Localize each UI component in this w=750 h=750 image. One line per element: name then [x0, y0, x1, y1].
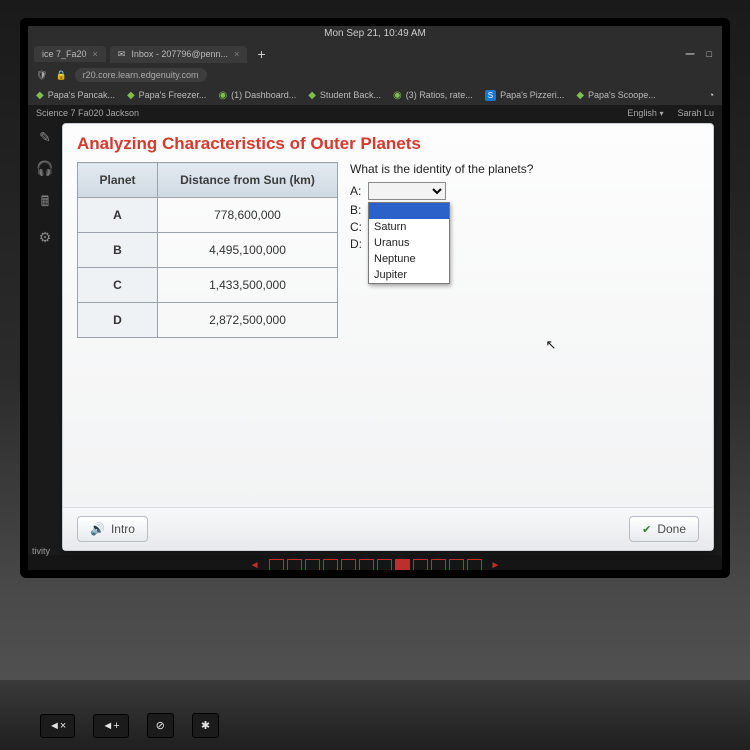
progress-box[interactable]	[323, 559, 338, 570]
game-icon: ◉	[218, 90, 227, 101]
key: ◄×	[40, 714, 75, 738]
calculator-icon[interactable]: 🖩	[41, 191, 49, 215]
column-header: Planet	[78, 163, 158, 198]
progress-box[interactable]	[287, 559, 302, 570]
table-row: C 1,433,500,000	[78, 268, 338, 303]
key: ⊘	[147, 713, 174, 738]
column-header: Distance from Sun (km)	[158, 163, 338, 198]
planet-table: Planet Distance from Sun (km) A 778,600,…	[77, 162, 338, 499]
course-name: Science 7 Fa020 Jackson	[36, 108, 139, 118]
keyboard-strip: ◄× ◄+ ⊘ ✱	[0, 680, 750, 750]
dropdown-option[interactable]	[369, 203, 449, 219]
settings-icon[interactable]: ⚙	[39, 229, 52, 246]
progress-box[interactable]	[395, 559, 410, 570]
tab-label: Inbox - 207796@penn...	[131, 49, 228, 59]
address-bar: 🛡 🔒 r20.core.learn.edgenuity.com	[28, 65, 722, 85]
url-field[interactable]: r20.core.learn.edgenuity.com	[75, 68, 207, 82]
new-tab-button[interactable]: +	[251, 46, 271, 62]
bookmark-bar: ◆Papa's Pancak... ◆Papa's Freezer... ◉(1…	[28, 85, 722, 105]
lesson-footer: 🔊 Intro ✔ Done	[63, 507, 713, 550]
panel-label: tivity	[32, 546, 50, 556]
pencil-icon[interactable]: ✎	[39, 129, 51, 146]
user-name[interactable]: Sarah Lu	[677, 108, 714, 118]
language-selector[interactable]: English ▾	[627, 108, 663, 118]
close-icon[interactable]: ×	[234, 49, 239, 59]
next-button[interactable]: ►	[485, 560, 507, 571]
browser-tab-bar: ice 7_Fa20 × ✉ Inbox - 207796@penn... × …	[28, 43, 722, 65]
bookmark-item[interactable]: ◉(1) Dashboard...	[218, 90, 296, 101]
top-menubar: Mon Sep 21, 10:49 AM	[28, 26, 722, 43]
progress-box[interactable]	[449, 559, 464, 570]
question-text: What is the identity of the planets?	[350, 162, 699, 176]
lesson-panel: Analyzing Characteristics of Outer Plane…	[62, 123, 714, 551]
check-icon: ✔	[642, 523, 651, 536]
table-row: B 4,495,100,000	[78, 233, 338, 268]
progress-box[interactable]	[413, 559, 428, 570]
site-badge-icon: S	[485, 90, 496, 101]
answer-row: A: Saturn Uranus Neptune Jupiter	[350, 182, 699, 200]
bookmark-item[interactable]: ◆Papa's Scoope...	[576, 90, 655, 101]
dropdown-option[interactable]: Jupiter	[369, 267, 449, 283]
window-maximize-icon[interactable]: □	[703, 49, 716, 59]
progress-box[interactable]	[467, 559, 482, 570]
game-icon: ◆	[308, 90, 316, 101]
shield-icon: 🛡	[36, 70, 47, 81]
progress-box[interactable]	[359, 559, 374, 570]
table-row: D 2,872,500,000	[78, 303, 338, 338]
mail-icon: ✉	[118, 49, 126, 60]
lesson-title: Analyzing Characteristics of Outer Plane…	[63, 124, 713, 162]
question-area: What is the identity of the planets? A: …	[350, 162, 699, 499]
progress-box[interactable]	[431, 559, 446, 570]
game-icon: ◆	[576, 90, 584, 101]
intro-button[interactable]: 🔊 Intro	[77, 516, 148, 542]
bookmark-item[interactable]: ◉(3) Ratios, rate...	[393, 90, 473, 101]
game-icon: ◆	[127, 90, 135, 101]
dropdown-menu: Saturn Uranus Neptune Jupiter	[368, 202, 450, 284]
bookmark-item[interactable]: ◆Student Back...	[308, 90, 381, 101]
game-icon: ◆	[36, 90, 44, 101]
extension-icon[interactable]: ◔	[709, 90, 714, 100]
game-icon: ◉	[393, 90, 402, 101]
progress-box[interactable]	[305, 559, 320, 570]
key: ✱	[192, 713, 219, 738]
answer-a-dropdown[interactable]	[368, 182, 446, 200]
bookmark-item[interactable]: ◆Papa's Pancak...	[36, 90, 115, 101]
close-icon[interactable]: ×	[93, 49, 98, 59]
lock-icon: 🔒	[55, 70, 66, 81]
speaker-icon: 🔊	[90, 522, 105, 536]
progress-box[interactable]	[341, 559, 356, 570]
menubar-datetime: Mon Sep 21, 10:49 AM	[324, 28, 426, 39]
window-minimize-icon[interactable]: –	[682, 45, 699, 63]
progress-strip: ◄ ►	[28, 555, 722, 570]
done-button[interactable]: ✔ Done	[629, 516, 699, 542]
cursor-icon: ↖	[545, 337, 556, 353]
activity-sidebar: ✎ 🎧 🖩 ⚙	[28, 121, 62, 555]
key: ◄+	[93, 714, 128, 738]
tab-label: ice 7_Fa20	[42, 49, 87, 59]
chevron-down-icon: ▾	[659, 109, 663, 118]
dropdown-option[interactable]: Saturn	[369, 219, 449, 235]
browser-tab[interactable]: ✉ Inbox - 207796@penn... ×	[110, 46, 248, 63]
headphones-icon[interactable]: 🎧	[36, 160, 53, 177]
progress-box[interactable]	[377, 559, 392, 570]
course-breadcrumb: Science 7 Fa020 Jackson English ▾ Sarah …	[28, 105, 722, 121]
prev-button[interactable]: ◄	[244, 560, 266, 571]
bookmark-item[interactable]: ◆Papa's Freezer...	[127, 90, 206, 101]
bookmark-item[interactable]: SPapa's Pizzeri...	[485, 90, 565, 101]
dropdown-option[interactable]: Neptune	[369, 251, 449, 267]
browser-tab[interactable]: ice 7_Fa20 ×	[34, 46, 106, 62]
progress-box[interactable]	[269, 559, 284, 570]
dropdown-option[interactable]: Uranus	[369, 235, 449, 251]
table-row: A 778,600,000	[78, 198, 338, 233]
